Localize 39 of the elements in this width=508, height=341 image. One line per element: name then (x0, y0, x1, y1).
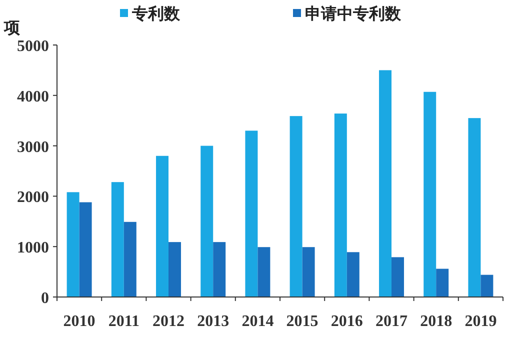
bar (79, 202, 92, 297)
bar (290, 116, 302, 297)
bar (379, 70, 392, 297)
bar (392, 257, 404, 297)
bar (468, 118, 481, 297)
x-tick-label: 2014 (242, 313, 274, 330)
y-tick-label: 5000 (17, 38, 49, 55)
bar (245, 130, 258, 297)
x-tick-label: 2011 (108, 313, 140, 330)
x-tick-label: 2012 (152, 313, 184, 330)
bar (302, 247, 315, 297)
x-tick-label: 2015 (286, 313, 318, 330)
bar (124, 222, 136, 297)
y-tick-label: 0 (41, 290, 49, 307)
y-axis-title: 项 (3, 20, 21, 37)
bar (156, 156, 168, 297)
bar (436, 268, 449, 297)
bar (111, 182, 124, 297)
bar (334, 114, 347, 297)
y-tick-label: 3000 (17, 138, 49, 156)
bar (200, 146, 214, 297)
bar (168, 242, 181, 297)
legend-label: 专利数 (131, 5, 181, 23)
bar (480, 274, 494, 297)
x-tick-label: 2017 (376, 313, 408, 330)
legend-label: 申请中专利数 (305, 5, 402, 23)
x-tick-label: 2018 (420, 313, 452, 330)
x-tick-label: 2010 (63, 313, 96, 330)
y-tick-label: 1000 (17, 240, 49, 257)
bar (213, 242, 226, 297)
y-tick-label: 4000 (17, 88, 49, 106)
x-tick-label: 2013 (197, 313, 230, 330)
bar (258, 247, 270, 297)
x-tick-label: 2016 (330, 313, 363, 330)
bar (66, 192, 80, 297)
bar (424, 92, 436, 297)
x-tick-label: 2019 (464, 313, 497, 330)
y-tick-label: 2000 (17, 189, 49, 206)
bar (346, 252, 360, 297)
